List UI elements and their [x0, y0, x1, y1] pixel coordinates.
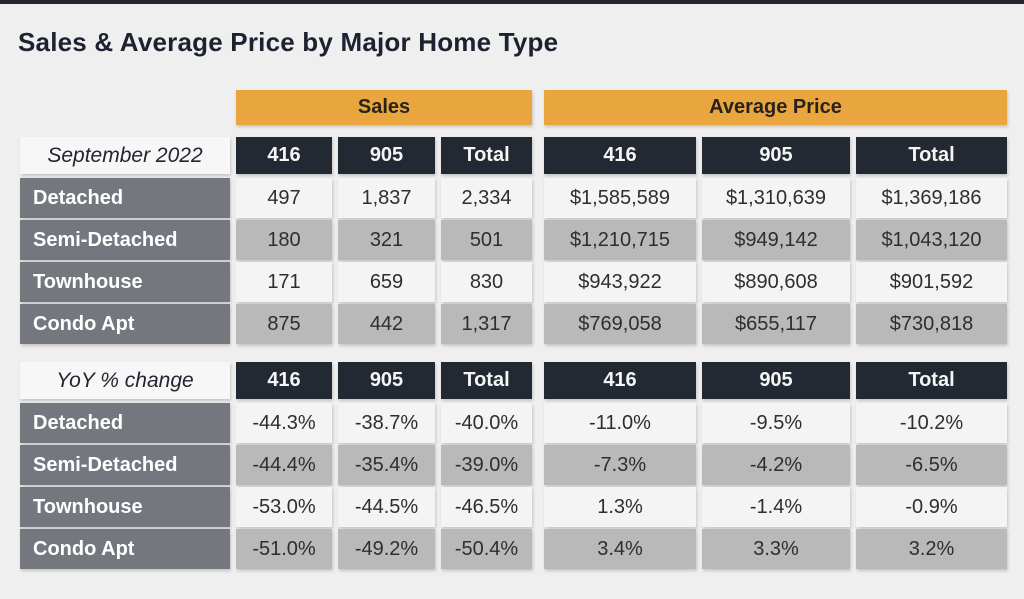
avg-price-cell: $901,592 [856, 262, 1007, 302]
sales-cell: 1,837 [338, 178, 435, 218]
avg-price-cell: -11.0% [544, 403, 696, 443]
average-price-group-header: Average Price [544, 90, 1007, 125]
column-header-price-416: 416 [544, 362, 696, 399]
row-label: Townhouse [20, 262, 230, 302]
avg-price-cell: $943,922 [544, 262, 696, 302]
sales-cell: -39.0% [441, 445, 532, 485]
sales-cell: 321 [338, 220, 435, 260]
sales-price-table: Sales Average Price September 2022 416 9… [20, 90, 1010, 569]
avg-price-cell: -1.4% [702, 487, 850, 527]
row-label: Semi-Detached [20, 445, 230, 485]
column-header-sales-total: Total [441, 137, 532, 174]
avg-price-cell: $1,210,715 [544, 220, 696, 260]
column-header-price-416: 416 [544, 137, 696, 174]
avg-price-cell: $1,043,120 [856, 220, 1007, 260]
sales-cell: 1,317 [441, 304, 532, 344]
sales-cell: -46.5% [441, 487, 532, 527]
section-1-subheader-row: September 2022 416 905 Total 416 905 Tot… [20, 137, 1010, 174]
column-header-sales-total: Total [441, 362, 532, 399]
sales-group-header: Sales [236, 90, 532, 125]
avg-price-cell: 3.4% [544, 529, 696, 569]
column-header-price-total: Total [856, 137, 1007, 174]
sales-cell: 875 [236, 304, 332, 344]
row-label: Semi-Detached [20, 220, 230, 260]
avg-price-cell: -9.5% [702, 403, 850, 443]
column-header-sales-416: 416 [236, 362, 332, 399]
avg-price-cell: -6.5% [856, 445, 1007, 485]
row-label: Detached [20, 178, 230, 218]
avg-price-cell: -4.2% [702, 445, 850, 485]
sales-cell: 180 [236, 220, 332, 260]
sales-cell: 442 [338, 304, 435, 344]
table-row-semi-detached-yoy: Semi-Detached -44.4% -35.4% -39.0% -7.3%… [20, 445, 1010, 485]
sales-cell: 501 [441, 220, 532, 260]
avg-price-cell: $1,310,639 [702, 178, 850, 218]
column-header-sales-416: 416 [236, 137, 332, 174]
sales-cell: 497 [236, 178, 332, 218]
page-title: Sales & Average Price by Major Home Type [18, 27, 559, 57]
row-label: Detached [20, 403, 230, 443]
avg-price-cell: $730,818 [856, 304, 1007, 344]
column-header-sales-905: 905 [338, 362, 435, 399]
avg-price-cell: $655,117 [702, 304, 850, 344]
avg-price-cell: -0.9% [856, 487, 1007, 527]
section-2-subheader-row: YoY % change 416 905 Total 416 905 Total [20, 362, 1010, 399]
sales-cell: 2,334 [441, 178, 532, 218]
sales-cell: 830 [441, 262, 532, 302]
sales-cell: -49.2% [338, 529, 435, 569]
sales-cell: 659 [338, 262, 435, 302]
avg-price-cell: -10.2% [856, 403, 1007, 443]
sales-cell: -44.4% [236, 445, 332, 485]
row-label: Townhouse [20, 487, 230, 527]
column-header-price-total: Total [856, 362, 1007, 399]
section-1-label: September 2022 [20, 137, 230, 174]
table-row-condo-apt-yoy: Condo Apt -51.0% -49.2% -50.4% 3.4% 3.3%… [20, 529, 1010, 569]
table-row-townhouse-yoy: Townhouse -53.0% -44.5% -46.5% 1.3% -1.4… [20, 487, 1010, 527]
avg-price-cell: 1.3% [544, 487, 696, 527]
sales-cell: -38.7% [338, 403, 435, 443]
sales-cell: -35.4% [338, 445, 435, 485]
group-header-row: Sales Average Price [20, 90, 1010, 125]
sales-cell: -44.3% [236, 403, 332, 443]
column-header-price-905: 905 [702, 137, 850, 174]
column-header-sales-905: 905 [338, 137, 435, 174]
table-row-condo-apt: Condo Apt 875 442 1,317 $769,058 $655,11… [20, 304, 1010, 344]
sales-cell: -50.4% [441, 529, 532, 569]
sales-cell: 171 [236, 262, 332, 302]
avg-price-cell: $1,369,186 [856, 178, 1007, 218]
avg-price-cell: $1,585,589 [544, 178, 696, 218]
section-2-label: YoY % change [20, 362, 230, 399]
avg-price-cell: $949,142 [702, 220, 850, 260]
table-row-detached-yoy: Detached -44.3% -38.7% -40.0% -11.0% -9.… [20, 403, 1010, 443]
avg-price-cell: -7.3% [544, 445, 696, 485]
sales-cell: -44.5% [338, 487, 435, 527]
table-row-townhouse: Townhouse 171 659 830 $943,922 $890,608 … [20, 262, 1010, 302]
top-accent-bar [0, 0, 1024, 4]
table-row-semi-detached: Semi-Detached 180 321 501 $1,210,715 $94… [20, 220, 1010, 260]
sales-cell: -51.0% [236, 529, 332, 569]
sales-cell: -40.0% [441, 403, 532, 443]
avg-price-cell: 3.3% [702, 529, 850, 569]
row-label: Condo Apt [20, 529, 230, 569]
avg-price-cell: $890,608 [702, 262, 850, 302]
avg-price-cell: $769,058 [544, 304, 696, 344]
table-row-detached: Detached 497 1,837 2,334 $1,585,589 $1,3… [20, 178, 1010, 218]
sales-cell: -53.0% [236, 487, 332, 527]
group-header-spacer [20, 90, 230, 125]
column-header-price-905: 905 [702, 362, 850, 399]
avg-price-cell: 3.2% [856, 529, 1007, 569]
row-label: Condo Apt [20, 304, 230, 344]
